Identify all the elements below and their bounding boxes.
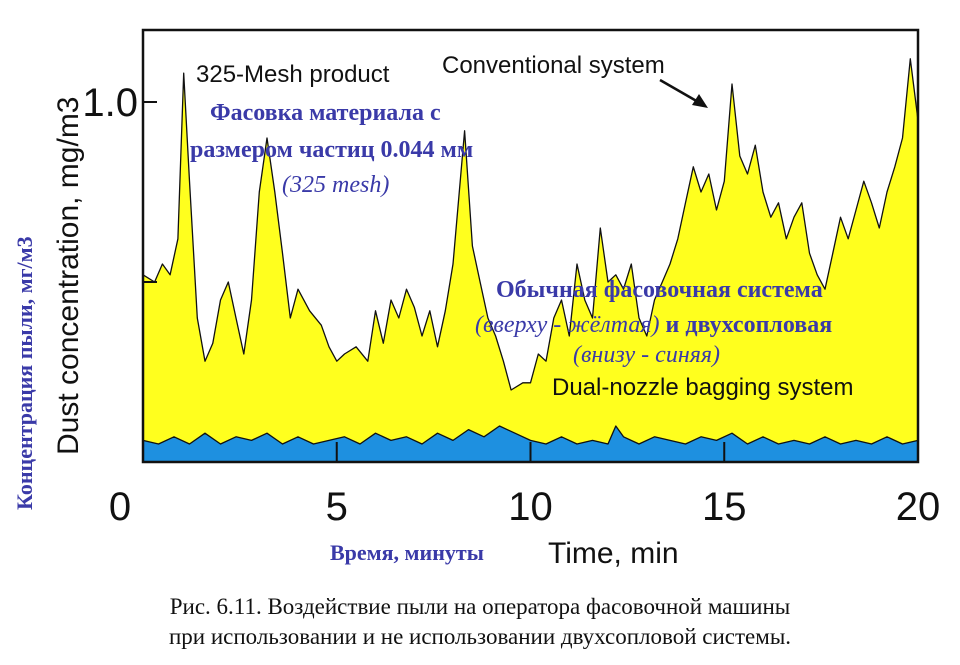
x-tick-labels: 0 5 10 15 20 (109, 485, 940, 529)
caption-line1: Рис. 6.11. Воздействие пыли на оператора… (169, 594, 791, 619)
ru-mesh-line1: Фасовка материала с (210, 100, 441, 126)
y-tick-labels: 1.0 (82, 81, 138, 125)
dust-concentration-chart: 0 5 10 15 20 1.0 Time, min Время, минуты Dus… (12, 28, 940, 570)
ru-mesh-line2: размером частиц 0.044 мм (190, 137, 473, 163)
x-tick-label: 15 (702, 485, 747, 529)
conventional-label: Conventional system (442, 52, 665, 79)
series-area-conventional (142, 58, 919, 463)
x-tick-label: 5 (326, 485, 348, 529)
ru-system-line1: Обычная фасовочная система (496, 277, 823, 303)
conventional-arrow-line (659, 78, 701, 105)
y-tick-label: 1.0 (82, 81, 138, 125)
ru-mesh-line3: (325 mesh) (282, 172, 389, 198)
plot-frame (141, 28, 920, 464)
ru-system-line2a: (вверху - жёлтая) (475, 312, 660, 338)
y-axis-label: Dust concentration, mg/m3 (52, 97, 85, 456)
ru-system-line2b: и двухсопловая (660, 312, 833, 338)
y-axis-label-ru: Концентрация пыли, мг/м3 (12, 236, 37, 510)
caption-line2: при использовании и не использовании дву… (168, 624, 792, 649)
x-axis-label: Time, min (548, 537, 679, 570)
x-tick-label: 10 (508, 485, 553, 529)
mesh-product-label: 325-Mesh product (196, 61, 390, 88)
x-tick-label: 20 (896, 485, 941, 529)
ru-system-line2: (вверху - жёлтая) и двухсопловая (475, 312, 832, 338)
ru-system-line3: (внизу - синяя) (573, 342, 720, 368)
x-axis-label-ru: Время, минуты (330, 540, 484, 565)
x-tick-label: 0 (109, 485, 131, 529)
dual-nozzle-label: Dual-nozzle bagging system (552, 374, 854, 401)
conventional-arrow-head (692, 94, 708, 108)
